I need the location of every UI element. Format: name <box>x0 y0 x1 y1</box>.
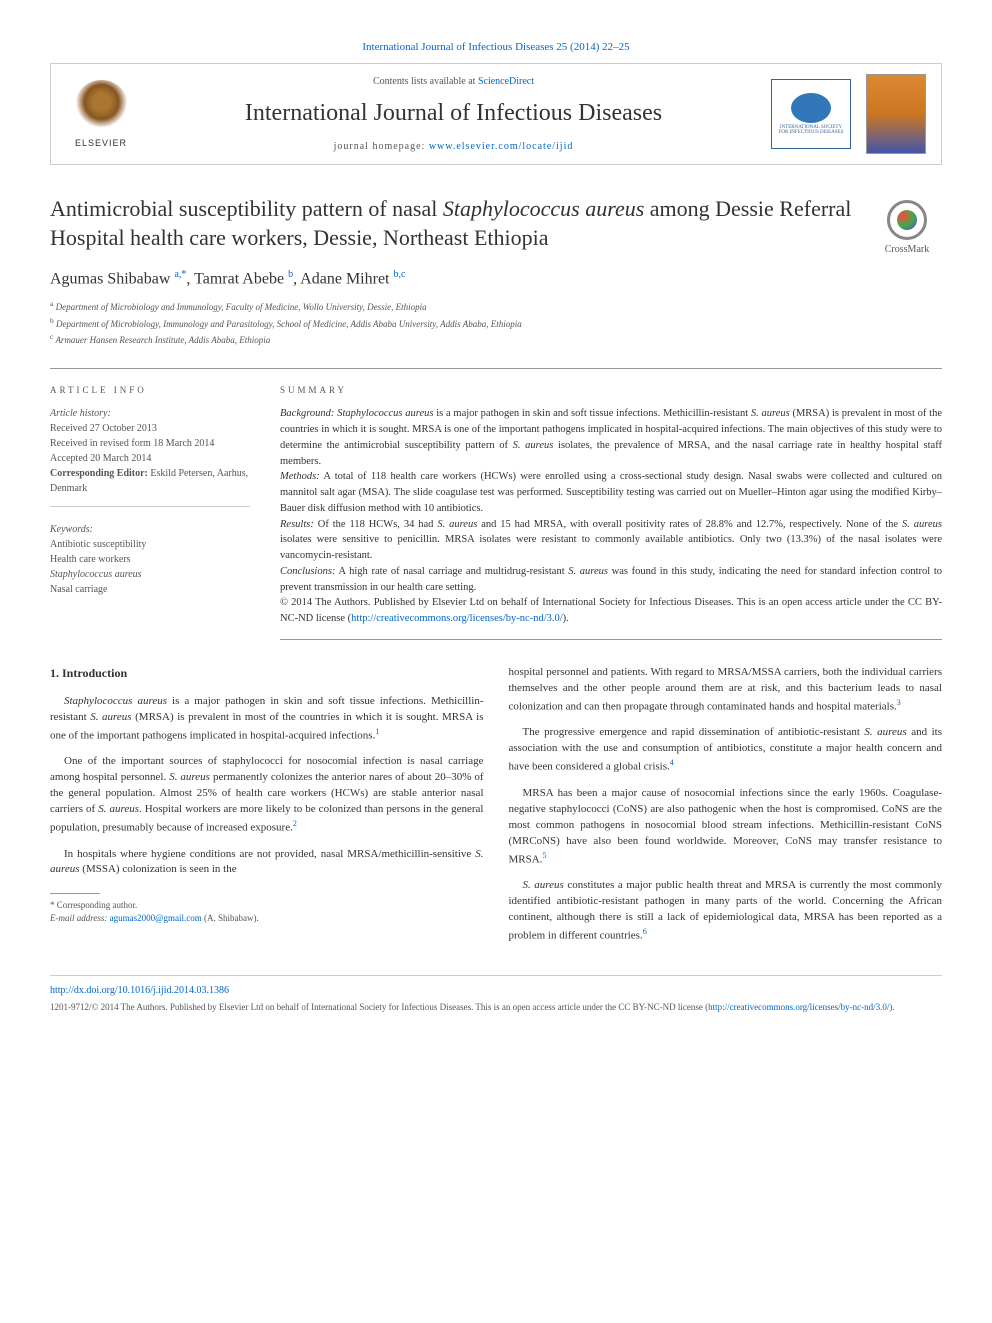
affiliation-b: b Department of Microbiology, Immunology… <box>50 315 942 332</box>
author-email-link[interactable]: agumas2000@gmail.com <box>110 913 202 923</box>
sciencedirect-link[interactable]: ScienceDirect <box>478 76 534 87</box>
bottom-section: http://dx.doi.org/10.1016/j.ijid.2014.03… <box>50 975 942 1014</box>
article-info-column: ARTICLE INFO Article history: Received 2… <box>50 384 250 640</box>
summary-column: SUMMARY Background: Staphylococcus aureu… <box>280 384 942 640</box>
header-center: Contents lists available at ScienceDirec… <box>151 75 756 155</box>
society-logo: INTERNATIONAL SOCIETY FOR INFECTIOUS DIS… <box>771 79 851 149</box>
affiliations: a Department of Microbiology and Immunol… <box>50 298 942 348</box>
summary-text: Background: Staphylococcus aureus is a m… <box>280 406 942 640</box>
doi-link[interactable]: http://dx.doi.org/10.1016/j.ijid.2014.03… <box>50 984 942 998</box>
corresponding-footnote: * Corresponding author. E-mail address: … <box>50 899 484 924</box>
society-text: INTERNATIONAL SOCIETY FOR INFECTIOUS DIS… <box>779 125 844 136</box>
elsevier-tree-icon <box>74 80 129 135</box>
crossmark-icon <box>887 200 927 240</box>
journal-homepage: journal homepage: www.elsevier.com/locat… <box>151 140 756 154</box>
contents-line: Contents lists available at ScienceDirec… <box>151 75 756 89</box>
keywords-block: Keywords: Antibiotic susceptibility Heal… <box>50 522 250 597</box>
journal-header: ELSEVIER Contents lists available at Sci… <box>50 63 942 165</box>
contents-prefix: Contents lists available at <box>373 76 478 87</box>
journal-name: International Journal of Infectious Dise… <box>151 97 756 131</box>
intro-p3: In hospitals where hygiene conditions ar… <box>50 847 484 879</box>
intro-p5: The progressive emergence and rapid diss… <box>509 725 943 775</box>
homepage-prefix: journal homepage: <box>334 141 429 152</box>
keyword: Nasal carriage <box>50 584 107 595</box>
summary-heading: SUMMARY <box>280 384 942 397</box>
introduction-heading: 1. Introduction <box>50 665 484 682</box>
keyword: Antibiotic susceptibility <box>50 539 146 550</box>
body-columns: 1. Introduction Staphylococcus aureus is… <box>50 665 942 955</box>
license-link[interactable]: http://creativecommons.org/licenses/by-n… <box>351 613 563 624</box>
footnote-divider <box>50 893 100 894</box>
license-link-bottom[interactable]: http://creativecommons.org/licenses/by-n… <box>708 1002 889 1012</box>
affiliation-c: c Armauer Hansen Research Institute, Add… <box>50 331 942 348</box>
article-title: Antimicrobial susceptibility pattern of … <box>50 195 942 252</box>
info-summary-row: ARTICLE INFO Article history: Received 2… <box>50 368 942 640</box>
crossmark-badge[interactable]: CrossMark <box>872 200 942 257</box>
body-left-column: 1. Introduction Staphylococcus aureus is… <box>50 665 484 955</box>
copyright-bottom: 1201-9712/© 2014 The Authors. Published … <box>50 1001 942 1014</box>
top-citation[interactable]: International Journal of Infectious Dise… <box>50 40 942 55</box>
intro-p2: One of the important sources of staphylo… <box>50 754 484 836</box>
affiliation-a: a Department of Microbiology and Immunol… <box>50 298 942 315</box>
homepage-link[interactable]: www.elsevier.com/locate/ijid <box>429 141 574 152</box>
authors-list: Agumas Shibabaw a,*, Tamrat Abebe b, Ada… <box>50 268 942 291</box>
elsevier-logo: ELSEVIER <box>66 74 136 154</box>
article-history: Article history: Received 27 October 201… <box>50 406 250 507</box>
intro-p1: Staphylococcus aureus is a major pathoge… <box>50 694 484 744</box>
globe-icon <box>791 93 831 123</box>
body-right-column: hospital personnel and patients. With re… <box>509 665 943 955</box>
journal-cover-thumbnail <box>866 74 926 154</box>
elsevier-label: ELSEVIER <box>75 137 127 150</box>
keyword: Staphylococcus aureus <box>50 569 142 580</box>
intro-p4: hospital personnel and patients. With re… <box>509 665 943 715</box>
crossmark-label: CrossMark <box>872 243 942 257</box>
intro-p7: S. aureus constitutes a major public hea… <box>509 878 943 944</box>
keyword: Health care workers <box>50 554 131 565</box>
intro-p6: MRSA has been a major cause of nosocomia… <box>509 786 943 868</box>
article-info-heading: ARTICLE INFO <box>50 384 250 397</box>
